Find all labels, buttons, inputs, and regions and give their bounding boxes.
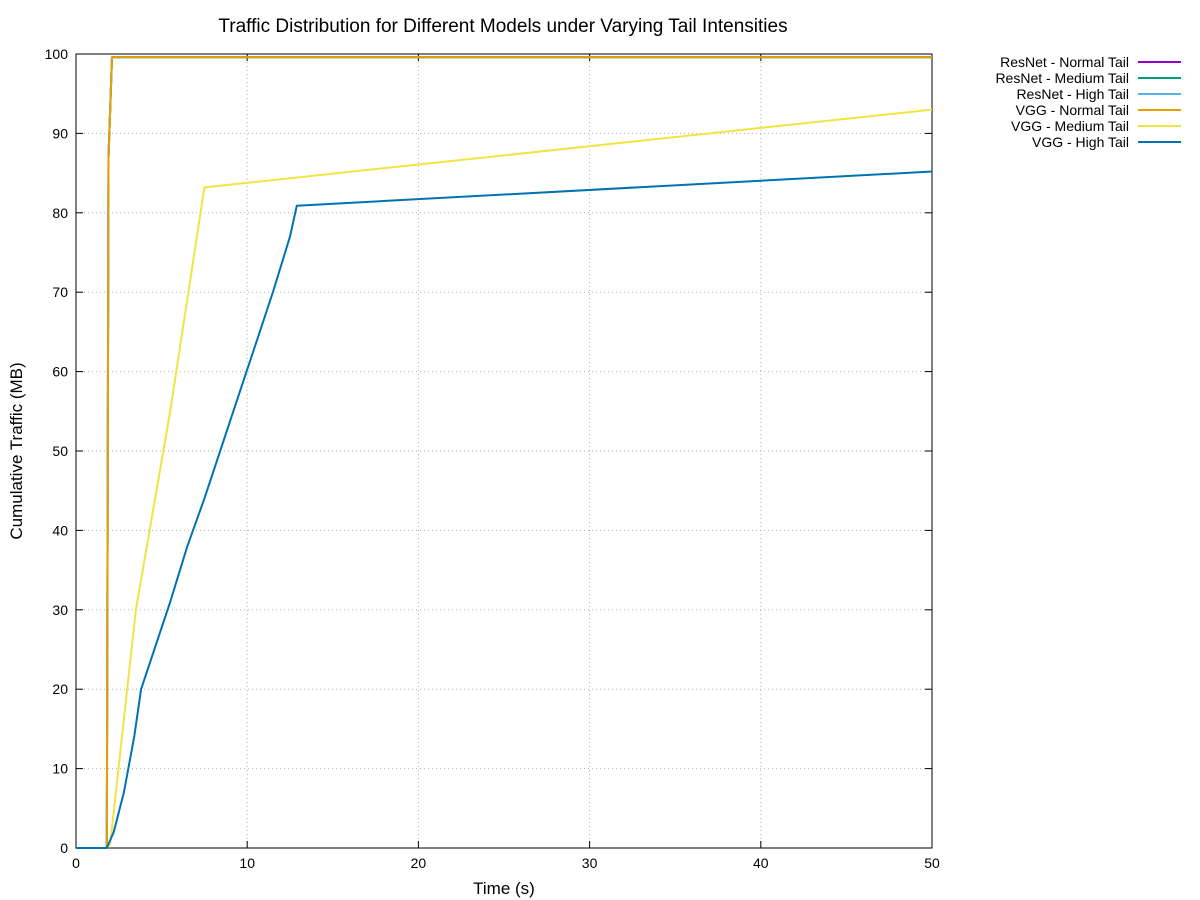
series-line-resnet-high-tail: [76, 56, 932, 849]
series-lines: [76, 56, 933, 849]
grid-lines: [76, 54, 932, 848]
y-tick-label: 80: [52, 205, 68, 221]
legend-item: VGG - High Tail: [1032, 134, 1181, 150]
series-line-vgg-normal-tail: [76, 56, 932, 849]
y-tick-label: 70: [52, 284, 68, 300]
y-tick-label: 10: [52, 761, 68, 777]
legend-item: ResNet - Medium Tail: [995, 70, 1181, 86]
x-tick-label: 30: [582, 855, 598, 871]
legend-item: ResNet - Normal Tail: [1000, 54, 1181, 70]
x-tick-label: 20: [411, 855, 427, 871]
legend-item: VGG - Medium Tail: [1011, 118, 1181, 134]
legend-label: VGG - Normal Tail: [1016, 102, 1129, 118]
x-tick-label: 0: [72, 855, 80, 871]
x-axis-label: Time (s): [473, 879, 535, 898]
legend-label: VGG - Medium Tail: [1011, 118, 1129, 134]
y-tick-label: 20: [52, 681, 68, 697]
x-tick-label: 50: [924, 855, 940, 871]
y-tick-label: 90: [52, 125, 68, 141]
y-tick-label: 60: [52, 364, 68, 380]
legend-item: VGG - Normal Tail: [1016, 102, 1181, 118]
series-line-vgg-high-tail: [76, 170, 933, 849]
chart-title: Traffic Distribution for Different Model…: [218, 16, 787, 37]
legend-label: ResNet - Normal Tail: [1000, 54, 1129, 70]
legend-label: ResNet - Medium Tail: [995, 70, 1129, 86]
y-tick-label: 30: [52, 602, 68, 618]
axis-ticks: 0 10 20 30 40 50 0 10 20 30 40 50 60 70 80 90 100: [45, 46, 940, 871]
x-tick-label: 10: [239, 855, 255, 871]
series-line-resnet-normal-tail: [76, 56, 932, 849]
y-axis-label: Cumulative Traffic (MB): [7, 362, 26, 539]
legend-label: ResNet - High Tail: [1016, 86, 1129, 102]
y-tick-label: 100: [45, 46, 69, 62]
series-line-vgg-medium-tail: [76, 108, 933, 849]
legend-item: ResNet - High Tail: [1016, 86, 1181, 102]
y-tick-label: 40: [52, 522, 68, 538]
series-line-resnet-medium-tail: [76, 56, 932, 849]
y-tick-label: 50: [52, 443, 68, 459]
y-tick-label: 0: [60, 840, 68, 856]
x-tick-label: 40: [753, 855, 769, 871]
legend-label: VGG - High Tail: [1032, 134, 1129, 150]
